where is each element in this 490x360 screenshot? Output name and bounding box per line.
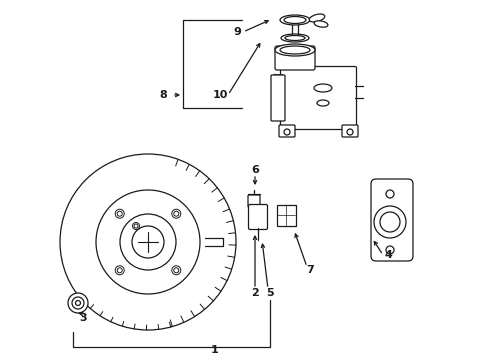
Circle shape bbox=[386, 190, 394, 198]
Circle shape bbox=[120, 214, 176, 270]
Text: 3: 3 bbox=[79, 313, 87, 323]
Circle shape bbox=[72, 297, 84, 309]
FancyBboxPatch shape bbox=[279, 125, 295, 137]
Ellipse shape bbox=[309, 14, 325, 22]
FancyBboxPatch shape bbox=[342, 125, 358, 137]
Circle shape bbox=[134, 224, 138, 228]
Text: 2: 2 bbox=[251, 288, 259, 298]
FancyBboxPatch shape bbox=[271, 75, 285, 121]
FancyBboxPatch shape bbox=[371, 179, 413, 261]
Text: 8: 8 bbox=[159, 90, 167, 100]
FancyBboxPatch shape bbox=[275, 46, 315, 70]
FancyBboxPatch shape bbox=[248, 195, 260, 207]
Circle shape bbox=[380, 212, 400, 232]
Circle shape bbox=[174, 268, 179, 273]
Circle shape bbox=[75, 301, 80, 306]
Circle shape bbox=[386, 246, 394, 254]
Text: 6: 6 bbox=[251, 165, 259, 175]
Circle shape bbox=[132, 226, 164, 258]
Circle shape bbox=[60, 154, 236, 330]
Ellipse shape bbox=[285, 36, 305, 41]
Circle shape bbox=[96, 190, 200, 294]
Text: 7: 7 bbox=[306, 265, 314, 275]
FancyBboxPatch shape bbox=[276, 204, 295, 225]
Text: 5: 5 bbox=[266, 288, 274, 298]
Ellipse shape bbox=[281, 34, 309, 42]
Ellipse shape bbox=[280, 46, 310, 54]
Ellipse shape bbox=[314, 84, 332, 92]
Text: 1: 1 bbox=[211, 345, 219, 355]
Ellipse shape bbox=[280, 15, 310, 25]
Circle shape bbox=[68, 293, 88, 313]
Circle shape bbox=[117, 211, 122, 216]
Circle shape bbox=[172, 209, 181, 218]
Text: 10: 10 bbox=[212, 90, 228, 100]
FancyBboxPatch shape bbox=[280, 67, 357, 130]
Circle shape bbox=[284, 129, 290, 135]
Circle shape bbox=[172, 266, 181, 275]
Circle shape bbox=[374, 206, 406, 238]
Ellipse shape bbox=[284, 17, 306, 23]
Text: 9: 9 bbox=[233, 27, 241, 37]
Circle shape bbox=[115, 266, 124, 275]
Ellipse shape bbox=[314, 21, 328, 27]
Text: 4: 4 bbox=[384, 250, 392, 260]
Circle shape bbox=[132, 222, 140, 230]
Circle shape bbox=[347, 129, 353, 135]
Ellipse shape bbox=[275, 44, 315, 56]
Circle shape bbox=[117, 268, 122, 273]
Ellipse shape bbox=[317, 100, 329, 106]
Circle shape bbox=[174, 211, 179, 216]
FancyBboxPatch shape bbox=[248, 204, 268, 230]
Circle shape bbox=[115, 209, 124, 218]
